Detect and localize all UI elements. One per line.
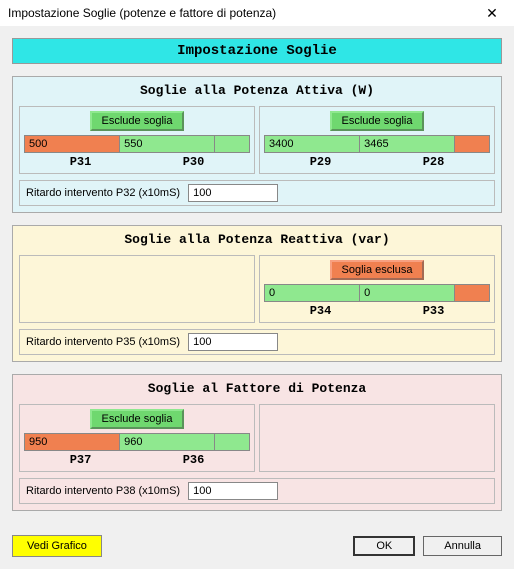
page-title: Impostazione Soglie (12, 38, 502, 64)
label-p29: P29 (264, 155, 377, 169)
group-title: Soglie alla Potenza Attiva (W) (19, 83, 495, 98)
threshold-seg-mid: 0 (360, 285, 455, 301)
reactive-right-panel: Soglia esclusa 0 0 P34 P33 (259, 255, 495, 323)
threshold-bar: 0 0 (264, 284, 490, 302)
delay-input-p35[interactable] (188, 333, 278, 351)
content: Impostazione Soglie Soglie alla Potenza … (0, 26, 514, 535)
delay-row: Ritardo intervento P32 (x10mS) (19, 180, 495, 206)
group-title: Soglie al Fattore di Potenza (19, 381, 495, 396)
vedi-grafico-button[interactable]: Vedi Grafico (12, 535, 102, 557)
pf-left-panel: Esclude soglia 950 960 P37 P36 (19, 404, 255, 472)
active-right-panel: Esclude soglia 3400 3465 P29 P28 (259, 106, 495, 174)
label-p34: P34 (264, 304, 377, 318)
cancel-button[interactable]: Annulla (423, 536, 502, 556)
exclude-button-pf[interactable]: Esclude soglia (90, 409, 185, 429)
threshold-bar: 950 960 (24, 433, 250, 451)
ok-button[interactable]: OK (353, 536, 415, 556)
group-reactive-power: Soglie alla Potenza Reattiva (var) Sogli… (12, 225, 502, 362)
delay-label: Ritardo intervento P32 (x10mS) (26, 187, 180, 199)
excluded-button[interactable]: Soglia esclusa (330, 260, 425, 280)
threshold-seg-low: 0 (265, 285, 360, 301)
reactive-left-panel (19, 255, 255, 323)
exclude-button-left[interactable]: Esclude soglia (90, 111, 185, 131)
threshold-labels: P37 P36 (24, 453, 250, 467)
label-p30: P30 (137, 155, 250, 169)
threshold-seg-mid: 550 (120, 136, 215, 152)
delay-label: Ritardo intervento P35 (x10mS) (26, 336, 180, 348)
threshold-seg-low: 3400 (265, 136, 360, 152)
delay-row: Ritardo intervento P38 (x10mS) (19, 478, 495, 504)
titlebar: Impostazione Soglie (potenze e fattore d… (0, 0, 514, 26)
threshold-seg-low: 500 (25, 136, 120, 152)
delay-label: Ritardo intervento P38 (x10mS) (26, 485, 180, 497)
footer: Vedi Grafico OK Annulla (0, 535, 514, 569)
label-p31: P31 (24, 155, 137, 169)
threshold-seg-end (215, 434, 249, 450)
label-p28: P28 (377, 155, 490, 169)
delay-row: Ritardo intervento P35 (x10mS) (19, 329, 495, 355)
group-power-factor: Soglie al Fattore di Potenza Esclude sog… (12, 374, 502, 511)
close-icon[interactable]: ✕ (478, 3, 506, 23)
threshold-labels: P31 P30 (24, 155, 250, 169)
group-title: Soglie alla Potenza Reattiva (var) (19, 232, 495, 247)
window-title: Impostazione Soglie (potenze e fattore d… (8, 6, 478, 20)
threshold-labels: P34 P33 (264, 304, 490, 318)
delay-input-p38[interactable] (188, 482, 278, 500)
delay-input-p32[interactable] (188, 184, 278, 202)
threshold-seg-mid: 960 (120, 434, 215, 450)
threshold-seg-end (455, 285, 489, 301)
threshold-bar: 3400 3465 (264, 135, 490, 153)
label-p36: P36 (137, 453, 250, 467)
threshold-bar: 500 550 (24, 135, 250, 153)
threshold-seg-mid: 3465 (360, 136, 455, 152)
label-p33: P33 (377, 304, 490, 318)
threshold-seg-end (215, 136, 249, 152)
threshold-seg-end (455, 136, 489, 152)
label-p37: P37 (24, 453, 137, 467)
threshold-seg-low: 950 (25, 434, 120, 450)
threshold-labels: P29 P28 (264, 155, 490, 169)
group-active-power: Soglie alla Potenza Attiva (W) Esclude s… (12, 76, 502, 213)
pf-right-panel (259, 404, 495, 472)
exclude-button-right[interactable]: Esclude soglia (330, 111, 425, 131)
active-left-panel: Esclude soglia 500 550 P31 P30 (19, 106, 255, 174)
